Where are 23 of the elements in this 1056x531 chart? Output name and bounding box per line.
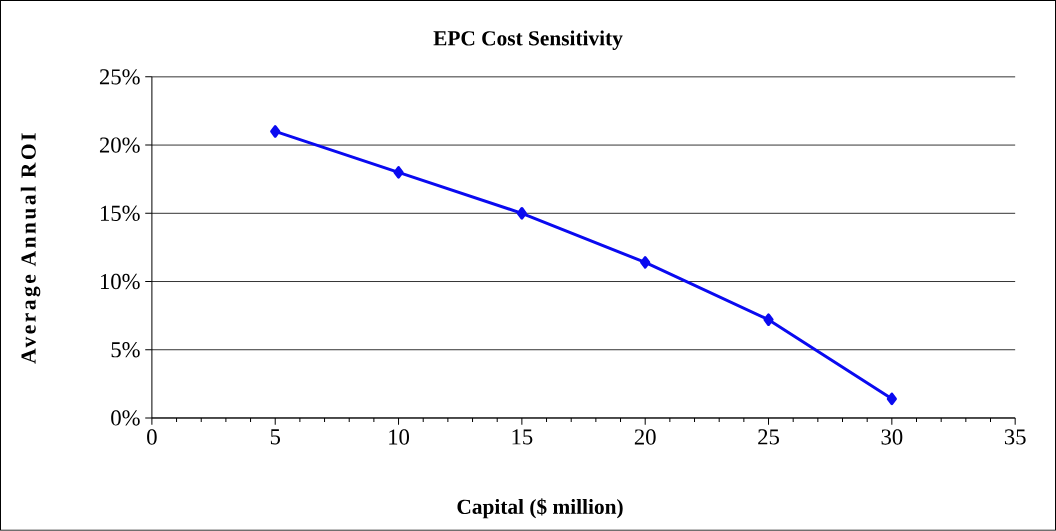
x-tick-label: 5 [270,429,281,445]
y-tick-label: 25% [99,69,140,85]
x-tick-label: 0 [147,429,157,445]
x-tick-label: 35 [1004,429,1026,445]
point [886,392,897,406]
point [763,313,774,327]
point [393,166,404,179]
y-tick-label: 10% [100,273,140,290]
point [516,207,527,220]
y-tick-label: 15% [100,205,140,222]
y-tick-label: 0% [111,410,140,426]
point [270,125,281,138]
y-axis-title: Average Annual ROI [20,133,41,364]
point [640,256,651,269]
chart-title: EPC Cost Sensitivity [433,30,623,50]
y-tick-label: 5% [111,342,140,358]
x-axis-title: Capital ($ million) [457,498,623,519]
x-tick-label: 15 [512,429,533,445]
x-tick-label: 10 [389,429,410,445]
x-tick-label: 20 [634,429,656,445]
x-tick-label: 25 [758,429,779,445]
y-tick-label: 20% [99,137,140,153]
x-tick-label: 30 [881,429,903,445]
